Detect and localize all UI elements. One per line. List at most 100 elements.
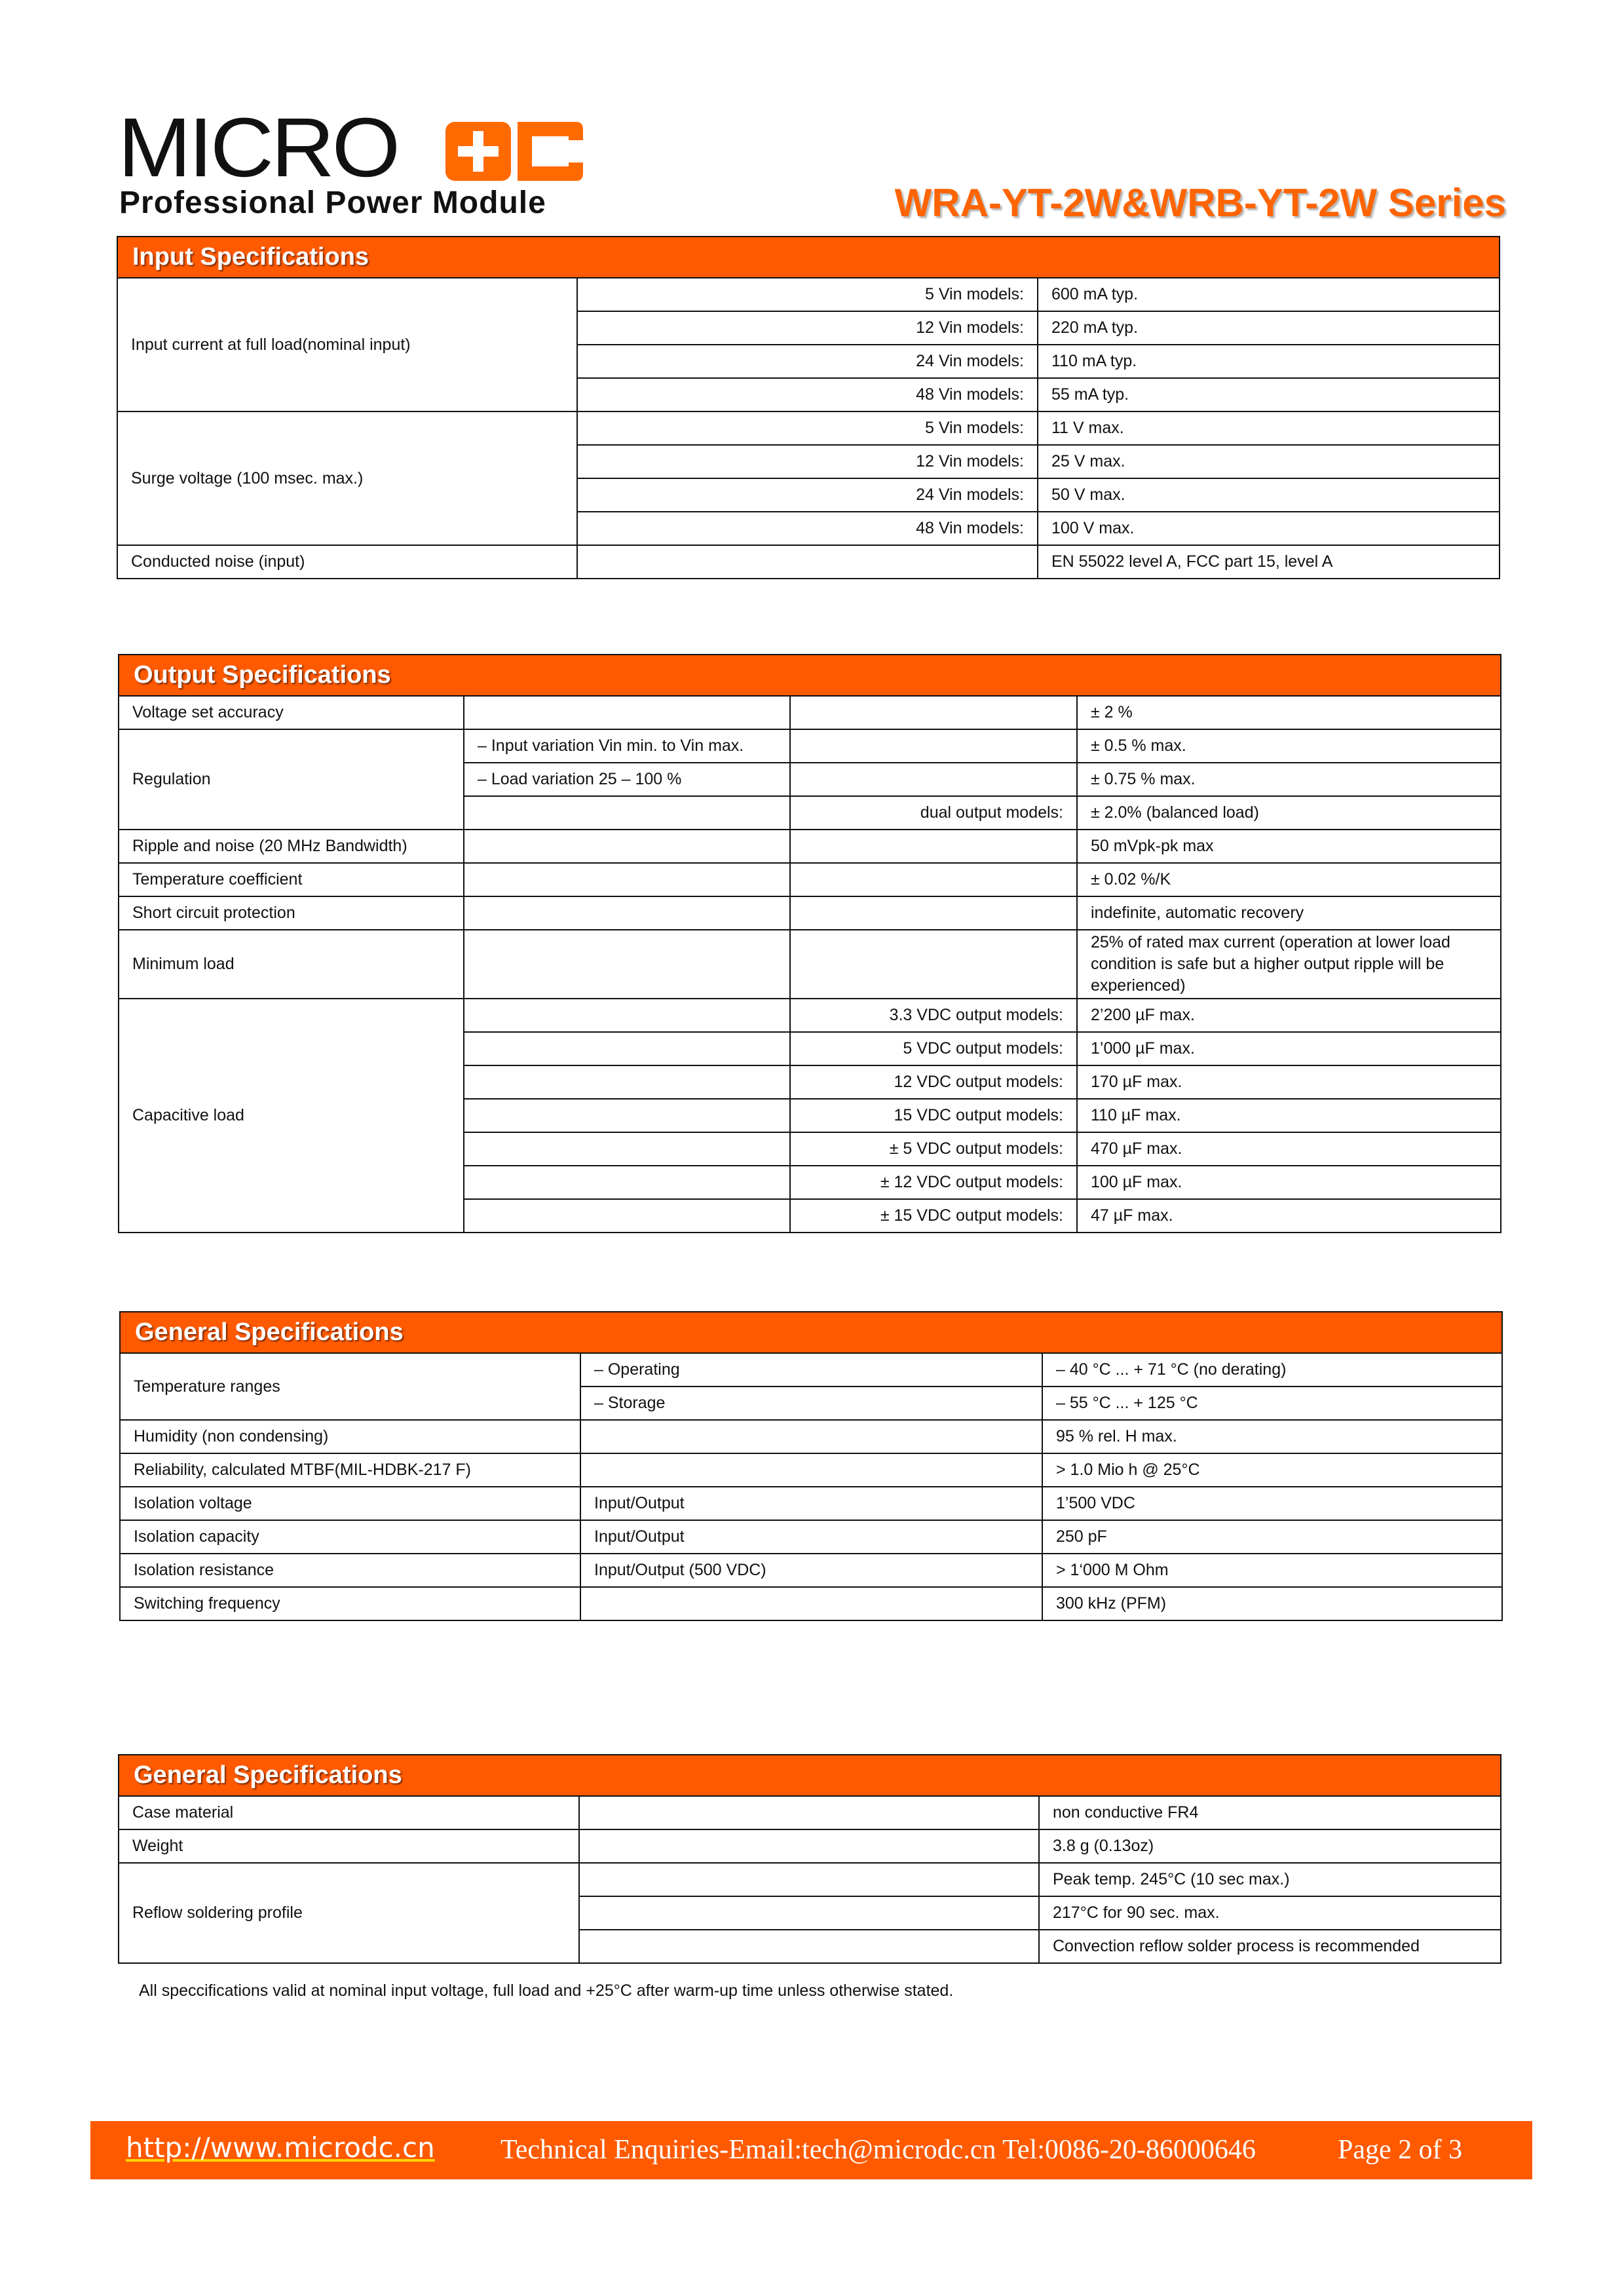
spec-value: > 1‘000 M Ohm [1042,1553,1503,1588]
spec-value: 220 mA typ. [1036,311,1501,345]
spec-value: 1’500 VDC [1042,1486,1503,1521]
empty-cell [789,762,1078,797]
spec-label: Minimum load [118,929,464,999]
empty-cell [578,1862,1040,1897]
table-row: 12 VDC output models: 170 µF max. [119,1065,1502,1100]
spec-label: Reliability, calculated MTBF(MIL-HDBK-21… [119,1453,581,1487]
table-row: Temperature coefficient ± 0.02 %/K [118,862,1502,897]
table-row: ± 15 VDC output models: 47 µF max. [119,1198,1502,1233]
logo-tagline: Professional Power Module [119,185,546,220]
section-title: Input Specifications [116,236,1501,278]
footer-bar: http://www.microdc.cn Technical Enquirie… [90,2121,1532,2179]
empty-cell [578,1929,1040,1964]
spec-condition: – Storage [580,1386,1043,1421]
spec-label: Voltage set accuracy [118,695,464,730]
spec-value: 47 µF max. [1076,1198,1502,1233]
empty-cell [578,1829,1040,1864]
logo-plus-dc-mark [445,122,583,181]
table-row: Temperature ranges – Operating – 40 °C .… [119,1352,1503,1421]
table-row: Voltage set accuracy ± 2 % [118,695,1502,730]
spec-value: 2’200 µF max. [1076,998,1502,1033]
spec-value: ± 0.5 % max. [1076,729,1502,763]
spec-condition: – Load variation 25 – 100 % [463,762,791,797]
table-row: Ripple and noise (20 MHz Bandwidth) 50 m… [118,829,1502,864]
spec-value: Peak temp. 245°C (10 sec max.) [1038,1862,1501,1897]
spec-value: Convection reflow solder process is reco… [1038,1929,1501,1964]
section-title: General Specifications [119,1311,1503,1354]
spec-label: Switching frequency [119,1586,581,1621]
table-row: Case material non conductive FR4 [118,1795,1501,1830]
empty-cell [789,929,1078,999]
spec-condition: 12 VDC output models: [789,1065,1078,1100]
spec-label: Isolation resistance [119,1553,581,1588]
spec-value: 250 pF [1042,1520,1503,1554]
contact-info: Technical Enquiries-Email:tech@microdc.c… [500,2135,1256,2165]
specifications-note: All speccifications valid at nominal inp… [139,1981,954,2000]
spec-condition: 12 Vin models: [576,444,1038,479]
spec-condition: ± 5 VDC output models: [789,1132,1078,1166]
input-specifications-table: Input Specifications Input current at fu… [116,236,1501,579]
table-row: dual output models: ± 2.0% (balanced loa… [119,795,1502,830]
empty-cell [789,729,1078,763]
spec-condition: ± 15 VDC output models: [789,1198,1078,1233]
spec-condition: 48 Vin models: [576,377,1038,412]
empty-cell [578,1896,1040,1930]
spec-condition: 12 Vin models: [576,311,1038,345]
empty-cell [463,795,791,830]
spec-condition: 48 Vin models: [576,511,1038,546]
spec-value: 95 % rel. H max. [1042,1419,1503,1454]
spec-condition: 5 VDC output models: [789,1031,1078,1066]
table-row: 24 Vin models: 110 mA typ. [117,344,1501,379]
spec-condition: ± 12 VDC output models: [789,1165,1078,1200]
spec-value: 55 mA typ. [1036,377,1501,412]
spec-value: 110 mA typ. [1036,344,1501,379]
table-row: 15 VDC output models: 110 µF max. [119,1098,1502,1133]
table-row: – Storage – 55 °C ... + 125 °C [120,1386,1503,1421]
spec-label: Isolation capacity [119,1520,581,1554]
section-title: General Specifications [118,1754,1501,1797]
empty-cell [463,1132,791,1166]
spec-condition: 24 Vin models: [576,478,1038,512]
spec-value: 50 V max. [1036,478,1501,512]
spec-condition [580,1419,1043,1454]
table-row: Reflow soldering profile Peak temp. 245°… [118,1862,1501,1964]
output-specifications-table: Output Specifications Voltage set accura… [117,654,1502,1233]
table-row: Weight 3.8 g (0.13oz) [118,1829,1501,1864]
table-row: Switching frequency 300 kHz (PFM) [119,1586,1503,1621]
website-link[interactable]: http://www.microdc.cn [126,2132,435,2164]
table-row: 24 Vin models: 50 V max. [117,478,1501,512]
spec-label: Short circuit protection [118,896,464,930]
empty-cell [463,896,791,930]
general-specifications-table: General Specifications Temperature range… [119,1311,1503,1621]
table-row: Isolation capacity Input/Output 250 pF [119,1520,1503,1554]
spec-label: Ripple and noise (20 MHz Bandwidth) [118,829,464,864]
spec-value: 470 µF max. [1076,1132,1502,1166]
spec-value: – 40 °C ... + 71 °C (no derating) [1042,1352,1503,1387]
empty-cell [789,695,1078,730]
spec-value: 110 µF max. [1076,1098,1502,1133]
empty-cell [463,1198,791,1233]
spec-value: 600 mA typ. [1036,277,1501,312]
spec-condition: – Input variation Vin min. to Vin max. [463,729,791,763]
table-row: 12 Vin models: 220 mA typ. [117,311,1501,345]
empty-cell [463,998,791,1033]
table-row: 217°C for 90 sec. max. [119,1896,1501,1930]
spec-condition: dual output models: [789,795,1078,830]
spec-condition [576,545,1038,579]
spec-value: ± 2 % [1076,695,1502,730]
spec-condition: 15 VDC output models: [789,1098,1078,1133]
company-logo: MICRO Professional Power Module [118,106,596,223]
spec-label: Weight [118,1829,580,1864]
spec-value: 217°C for 90 sec. max. [1038,1896,1501,1930]
spec-label: Capacitive load [118,998,464,1233]
table-row: Reliability, calculated MTBF(MIL-HDBK-21… [119,1453,1503,1487]
spec-condition: 24 Vin models: [576,344,1038,379]
spec-condition: Input/Output [580,1520,1043,1554]
table-row: Surge voltage (100 msec. max.) 5 Vin mod… [117,411,1501,546]
spec-value: 100 µF max. [1076,1165,1502,1200]
spec-condition: 5 Vin models: [576,411,1038,446]
spec-label: Temperature coefficient [118,862,464,897]
spec-value: 25 V max. [1036,444,1501,479]
table-row: 48 Vin models: 100 V max. [117,511,1501,546]
spec-label: Conducted noise (input) [117,545,578,579]
